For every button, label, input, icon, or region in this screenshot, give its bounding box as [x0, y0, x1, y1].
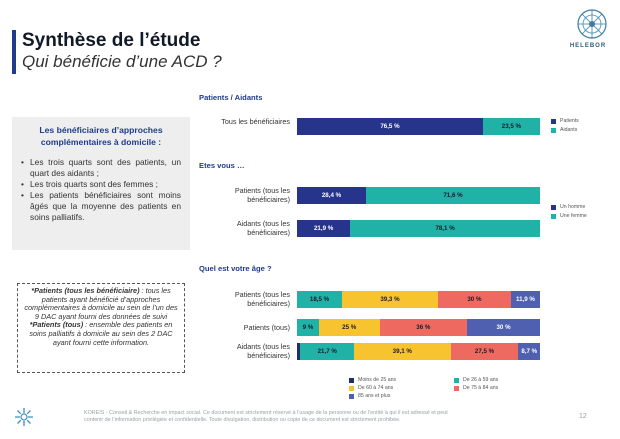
stacked-bar: 18,5 % 39,3 % 30 % 11,9 %	[297, 291, 540, 308]
summary-item: Les trois quarts sont des patients, un q…	[21, 157, 181, 179]
bar-data-label: 25 %	[318, 319, 380, 336]
legend-label: Aidants	[560, 127, 578, 133]
legend-label: 85 ans et plus	[358, 393, 391, 399]
legend-swatch	[349, 393, 354, 399]
bar-data-label: 9 %	[297, 319, 319, 336]
bar-data-label: 21,9 %	[297, 220, 351, 237]
legend-item: Aidants	[551, 127, 577, 133]
chart-title: Patients / Aidants	[199, 93, 263, 102]
bar-data-label: 27,5 %	[450, 343, 519, 360]
chart-title: Quel est votre âge ?	[199, 264, 272, 273]
definitions-note: *Patients (tous les bénéficiaire) : tous…	[17, 283, 185, 373]
summary-item: Les trois quarts sont des femmes ;	[21, 179, 181, 190]
koreis-logo-icon	[15, 408, 33, 426]
bar-data-label: 76,5 %	[297, 118, 483, 135]
bar-data-label: 23,5 %	[482, 118, 540, 135]
summary-box: Les bénéficiaires d’approches complément…	[12, 117, 190, 250]
page-title: Synthèse de l’étude	[22, 30, 201, 51]
bar-data-label: 39,3 %	[342, 291, 438, 308]
bar-segment	[297, 343, 301, 360]
legend-swatch	[551, 204, 556, 210]
title-accent-bar	[12, 30, 16, 74]
legend-swatch	[349, 385, 354, 391]
note-term-1: *Patients (tous les bénéficiaire)	[31, 286, 140, 295]
bar-data-label: 39,1 %	[354, 343, 451, 360]
footer-disclaimer: KOREIS - Conseil & Recherche en impact s…	[84, 410, 448, 423]
legend-item: De 75 à 84 ans	[454, 385, 498, 391]
summary-item: Les patients bénéficiaires sont moins âg…	[21, 190, 181, 223]
legend-swatch	[551, 213, 556, 219]
legend-label: Patients	[560, 118, 579, 124]
legend-swatch	[551, 118, 556, 124]
legend-swatch	[454, 377, 459, 383]
legend-item: 85 ans et plus	[349, 393, 390, 399]
legend-label: De 60 à 74 ans	[358, 385, 394, 391]
legend-item: Une femme	[551, 213, 587, 219]
row-label: Patients (tous)	[243, 323, 290, 332]
page-number: 12	[579, 413, 587, 420]
note-def-2: : ensemble des patients en soins palliat…	[29, 320, 173, 347]
chart-title: Etes vous …	[199, 161, 245, 170]
helebor-logo-icon	[577, 9, 607, 39]
bar-data-label: 21,7 %	[300, 343, 355, 360]
stacked-bar: 21,9 % 78,1 %	[297, 220, 540, 237]
legend-item: De 60 à 74 ans	[349, 385, 393, 391]
stacked-bar: 9 % 25 % 36 % 30 %	[297, 319, 540, 336]
stacked-bar: 28,4 % 71,6 %	[297, 187, 540, 204]
legend-label: De 75 à 84 ans	[463, 385, 499, 391]
stacked-bar: 76,5 % 23,5 %	[297, 118, 540, 135]
page-subtitle: Qui bénéficie d’une ACD ?	[22, 52, 222, 71]
stacked-bar: 21,7 % 39,1 % 27,5 % 8,7 %	[297, 343, 540, 360]
note-term-2: *Patients (tous)	[29, 320, 84, 330]
legend-label: Moins de 25 ans	[358, 377, 397, 383]
row-label: Aidants (tous les bénéficiaires)	[236, 342, 290, 360]
bar-data-label: 30 %	[467, 319, 540, 336]
summary-list: Les trois quarts sont des patients, un q…	[21, 157, 181, 223]
row-label: Aidants (tous les bénéficiaires)	[236, 219, 290, 237]
bar-data-label: 11,9 %	[510, 291, 540, 308]
bar-data-label: 30 %	[437, 291, 511, 308]
bar-data-label: 78,1 %	[350, 220, 540, 237]
bar-data-label: 8,7 %	[518, 343, 540, 360]
row-label: Tous les bénéficiaires	[221, 117, 290, 126]
bar-data-label: 18,5 %	[297, 291, 343, 308]
bar-data-label: 28,4 %	[297, 187, 366, 204]
legend-item: Patients	[551, 118, 579, 124]
legend-swatch	[454, 385, 459, 391]
legend-label: Une femme	[560, 213, 587, 219]
logo-text: HELEBOR	[569, 43, 607, 49]
legend-label: De 26 à 59 ans	[463, 377, 499, 383]
legend-item: De 26 à 59 ans	[454, 377, 498, 383]
summary-title: Les bénéficiaires d’approches complément…	[39, 125, 163, 147]
bar-data-label: 71,6 %	[366, 187, 540, 204]
row-label: Patients (tous les bénéficiaires)	[234, 290, 290, 308]
legend-item: Moins de 25 ans	[349, 377, 396, 383]
legend-swatch	[551, 127, 556, 133]
legend-item: Un homme	[551, 204, 585, 210]
note-def-1: : tous les patients ayant bénéficié d’ap…	[24, 286, 178, 321]
legend-swatch	[349, 377, 354, 383]
legend-label: Un homme	[560, 204, 586, 210]
row-label: Patients (tous les bénéficiaires)	[234, 186, 290, 204]
bar-data-label: 36 %	[379, 319, 468, 336]
